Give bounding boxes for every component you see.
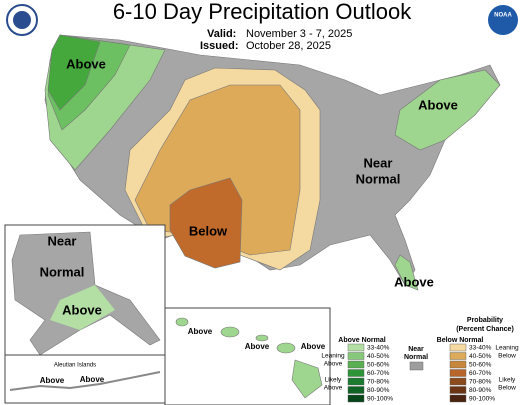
legend-range: 33-40% (367, 345, 390, 352)
legend-swatch (409, 361, 424, 371)
issued-date: October 28, 2025 (246, 40, 331, 52)
region-label: Normal (40, 264, 85, 279)
legend-range: 60-70% (367, 370, 390, 377)
legend-range: 50-60% (469, 362, 492, 369)
legend-range: 40-50% (367, 353, 390, 360)
legend-swatch (347, 352, 365, 360)
region-label: Above (40, 376, 65, 385)
legend-note: Likely (325, 377, 342, 384)
legend-swatch (347, 369, 365, 377)
hawaii-islands (175, 317, 323, 399)
legend-range: 60-70% (469, 370, 492, 377)
legend-swatch (449, 343, 467, 352)
aleutian-islands (9, 371, 161, 391)
region-label: Above (188, 327, 213, 336)
legend-title: (Percent Chance) (456, 326, 514, 333)
region-label: Above (80, 375, 105, 384)
legend-note: Below (498, 385, 516, 392)
above-area (394, 69, 501, 151)
legend-range: 90-100% (469, 396, 495, 403)
noaa-logo-text: NOAA (494, 13, 512, 19)
region-label: Normal (356, 171, 401, 186)
legend-range: 50-60% (367, 362, 390, 369)
above-area (394, 254, 419, 291)
island (220, 326, 240, 338)
legend-note: Leaning (321, 353, 345, 360)
legend-range: 90-100% (367, 396, 393, 403)
legend-range: 80-90% (469, 387, 492, 394)
region-label: Above (418, 97, 458, 112)
legend-note: Below (498, 353, 516, 360)
legend-swatch (347, 343, 365, 352)
legend-title: Probability (467, 317, 503, 324)
title: 6-10 Day Precipitation Outlook (113, 0, 412, 24)
above-area (50, 285, 115, 330)
legend-range: 33-40% (469, 345, 492, 352)
noaa-logo (488, 5, 518, 35)
region-label: Near (48, 233, 77, 248)
conus (44, 34, 501, 291)
legend-range: 80-90% (367, 387, 390, 394)
island (291, 359, 323, 399)
valid-dates: November 3 - 7, 2025 (246, 28, 352, 40)
region-label: Near (364, 155, 393, 170)
island (276, 342, 296, 354)
issued-label: Issued: (200, 40, 239, 52)
legend: Probability (Percent Chance) Above Norma… (321, 317, 519, 403)
legend-heading: Above Normal (338, 337, 386, 344)
legend-swatch (449, 360, 467, 369)
legend-swatch (347, 386, 365, 394)
region-label: Above (62, 302, 102, 317)
legend-swatch (347, 377, 365, 386)
legend-range: 70-80% (367, 379, 390, 386)
legend-note: Above (324, 385, 343, 392)
region-label: Above (66, 56, 106, 71)
legend-range: 70-80% (469, 379, 492, 386)
legend-note: Likely (499, 377, 516, 384)
aleutian-title: Aleutian Islands (54, 363, 96, 369)
legend-near: Normal (404, 354, 428, 361)
region-label: Below (189, 223, 228, 238)
legend-range: 40-50% (469, 353, 492, 360)
below-area (169, 177, 243, 269)
legend-swatch (449, 377, 467, 386)
legend-swatch (347, 360, 365, 369)
valid-label: Valid: (207, 28, 236, 40)
island (255, 334, 269, 342)
legend-swatch (449, 352, 467, 360)
legend-note: Leaning (495, 345, 519, 352)
legend-swatch (449, 386, 467, 394)
legend-swatch (347, 394, 365, 403)
agency-seal (13, 11, 31, 29)
region-label: Above (301, 342, 326, 351)
legend-near: Near (408, 346, 424, 353)
legend-swatch (449, 394, 467, 403)
region-label: Above (245, 342, 270, 351)
legend-heading: Below Normal (437, 337, 484, 344)
legend-swatch (449, 369, 467, 377)
above-area (47, 34, 101, 111)
region-label: Above (394, 274, 434, 289)
island (175, 317, 189, 327)
legend-note: Above (324, 361, 343, 368)
